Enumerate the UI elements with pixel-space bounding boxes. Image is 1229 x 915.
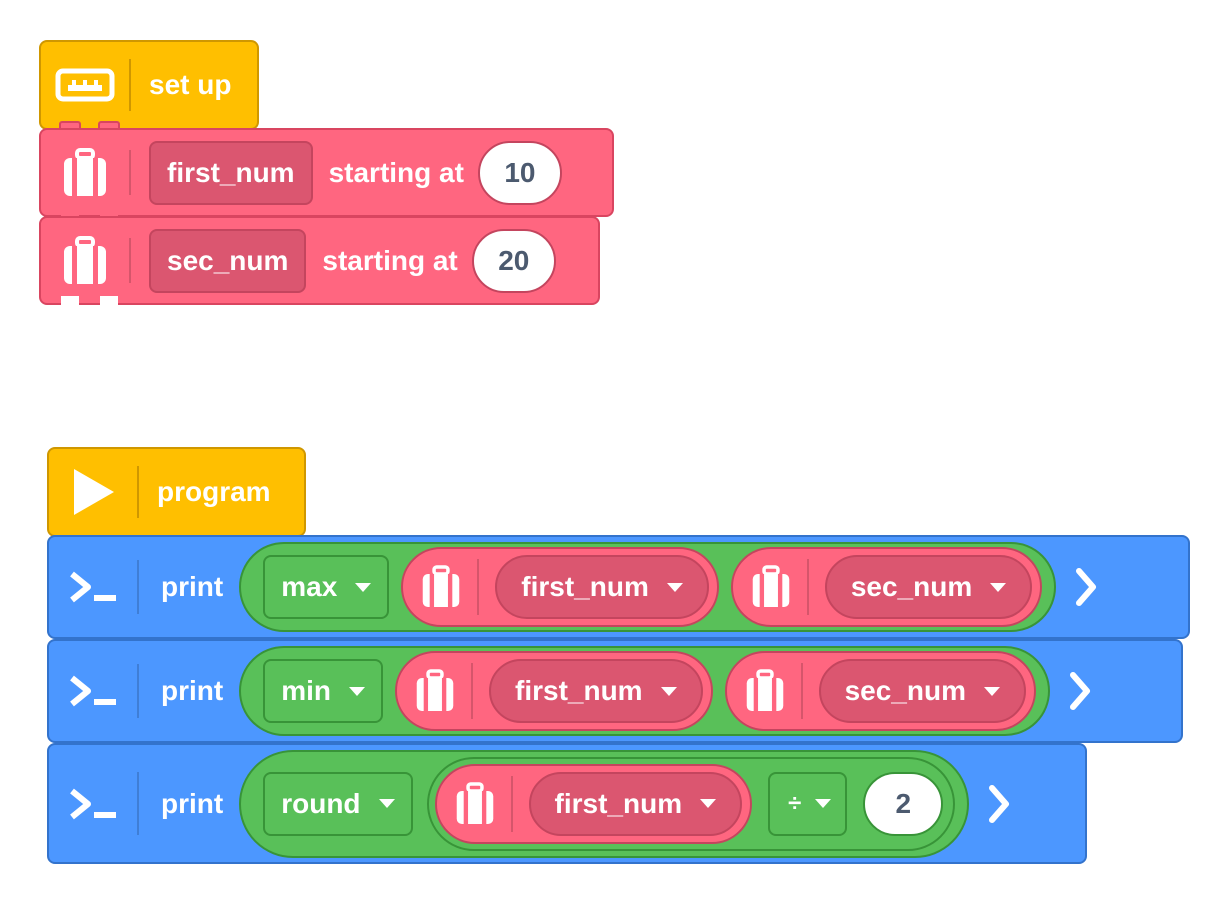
variable-name: first_num [167, 156, 295, 188]
starting-at-label: starting at [322, 244, 458, 276]
variable-dropdown[interactable]: first_num [495, 555, 709, 619]
divider [510, 775, 513, 832]
set-variable-block[interactable]: sec_num starting at 20 [39, 216, 600, 305]
divider [137, 466, 139, 518]
suitcase-icon [423, 565, 460, 607]
variable-reporter[interactable]: first_num [434, 763, 753, 844]
divider [129, 59, 131, 111]
caret-down-icon [666, 582, 683, 592]
print-block[interactable]: print max first_num [47, 535, 1190, 639]
terminal-prompt-icon [49, 641, 137, 741]
divider [477, 559, 480, 615]
print-block[interactable]: print min first_num [47, 639, 1183, 743]
caret-down-icon [815, 799, 832, 808]
divider [471, 663, 473, 719]
divider [129, 149, 131, 196]
variable-name: sec_num [844, 675, 966, 706]
suitcase-icon [41, 130, 129, 215]
variable-reporter[interactable]: first_num [401, 547, 719, 627]
suitcase-icon [752, 565, 790, 607]
chevron-right-icon[interactable] [1068, 671, 1092, 711]
divider [129, 237, 131, 284]
starting-value-input[interactable]: 10 [477, 140, 562, 205]
function-dropdown[interactable]: max [263, 555, 390, 619]
program-hat-block[interactable]: program [47, 447, 306, 537]
print-label: print [161, 675, 224, 706]
variable-dropdown[interactable]: sec_num [818, 659, 1026, 723]
starting-value: 20 [498, 244, 530, 276]
set-variable-block[interactable]: first_num starting at 10 [39, 128, 614, 217]
connector-notch [61, 207, 79, 218]
divider [806, 559, 809, 615]
variable-reporter[interactable]: sec_num [724, 651, 1036, 731]
starting-value-input[interactable]: 20 [471, 228, 556, 293]
caret-down-icon [983, 686, 1000, 696]
variable-dropdown[interactable]: first_num [528, 771, 743, 836]
caret-down-icon [660, 686, 677, 696]
print-label: print [161, 571, 224, 602]
operand-value: 2 [895, 787, 912, 819]
variable-name: sec_num [850, 571, 973, 602]
program-hat-label: program [157, 476, 271, 507]
print-block[interactable]: print round first_num ÷ [47, 743, 1087, 864]
caret-down-icon [355, 582, 372, 592]
connector-notch [59, 121, 81, 132]
starting-at-label: starting at [328, 156, 464, 188]
print-label: print [161, 787, 224, 819]
variable-name: first_num [554, 787, 683, 819]
divider [137, 664, 139, 718]
function-name: round [281, 787, 361, 819]
chevron-right-icon[interactable] [1074, 567, 1098, 607]
variable-name: sec_num [167, 244, 289, 276]
function-reporter[interactable]: round first_num ÷ [239, 749, 970, 858]
play-icon [49, 449, 137, 535]
suitcase-icon [41, 218, 129, 303]
connector-notch-cutout [61, 296, 79, 306]
connector-notch [100, 207, 118, 218]
divider [137, 771, 139, 836]
variable-name-chip[interactable]: sec_num [149, 228, 307, 293]
terminal-prompt-icon [49, 537, 137, 637]
suitcase-icon [456, 781, 493, 824]
operator-symbol: ÷ [788, 789, 802, 817]
function-reporter[interactable]: min first_num [239, 646, 1050, 736]
variable-dropdown[interactable]: first_num [489, 659, 703, 723]
setup-hat-block[interactable]: set up [39, 40, 259, 130]
function-name: max [281, 571, 338, 602]
caret-down-icon [349, 686, 365, 696]
divider [800, 663, 803, 719]
suitcase-icon [746, 669, 783, 711]
starting-value: 10 [504, 156, 536, 188]
variable-reporter[interactable]: first_num [395, 651, 713, 731]
caret-down-icon [990, 582, 1007, 592]
caret-down-icon [378, 799, 395, 808]
variable-name: first_num [521, 571, 649, 602]
function-reporter[interactable]: max first_num [239, 542, 1057, 632]
operator-dropdown[interactable]: ÷ [768, 771, 848, 836]
chevron-right-icon[interactable] [987, 784, 1011, 824]
divider [137, 560, 139, 614]
setup-hat-label: set up [149, 69, 232, 100]
caret-down-icon [700, 799, 717, 808]
variable-reporter[interactable]: sec_num [730, 547, 1043, 627]
variable-dropdown[interactable]: sec_num [824, 555, 1033, 619]
operand-input[interactable]: 2 [863, 771, 944, 836]
connector-notch-cutout [100, 296, 118, 306]
function-dropdown[interactable]: min [263, 659, 383, 723]
function-name: min [281, 675, 331, 706]
variable-name-chip[interactable]: first_num [149, 140, 313, 205]
variable-name: first_num [515, 675, 643, 706]
connector-notch [98, 121, 120, 132]
divide-reporter[interactable]: first_num ÷ 2 [426, 756, 956, 851]
function-dropdown[interactable]: round [263, 771, 413, 836]
terminal-prompt-icon [49, 745, 137, 862]
robot-brain-icon [41, 42, 129, 128]
suitcase-icon [416, 669, 454, 711]
